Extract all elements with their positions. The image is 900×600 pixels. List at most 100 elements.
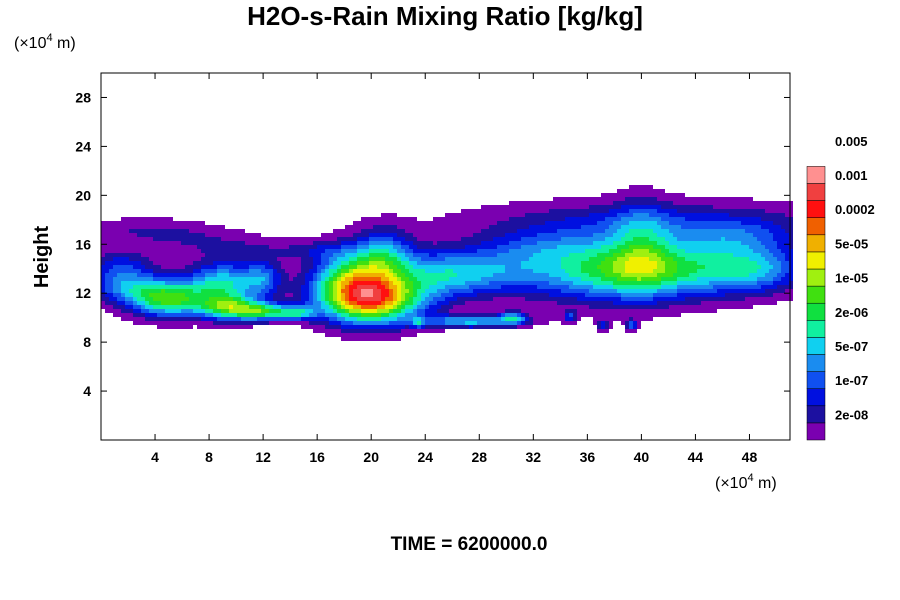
field-cell xyxy=(321,301,325,305)
field-cell xyxy=(465,301,557,305)
field-cell xyxy=(301,261,313,265)
field-cell xyxy=(325,249,341,253)
field-cell xyxy=(389,289,393,293)
field-cell xyxy=(269,261,281,265)
field-cell xyxy=(445,213,525,217)
field-cell xyxy=(341,241,357,245)
field-cell xyxy=(345,293,349,297)
field-cell xyxy=(305,309,313,313)
colorbar-label: 0.0002 xyxy=(835,202,875,217)
field-cell xyxy=(413,297,421,301)
field-cell xyxy=(409,289,413,293)
field-cell xyxy=(505,265,521,269)
field-cell xyxy=(237,289,245,293)
field-cell xyxy=(709,281,757,285)
field-cell xyxy=(413,285,421,289)
field-cell xyxy=(401,277,409,281)
field-cell xyxy=(613,281,661,285)
field-cell xyxy=(589,257,605,261)
field-cell xyxy=(309,293,313,297)
field-cell xyxy=(477,249,509,253)
field-cell xyxy=(781,225,793,229)
field-cell xyxy=(405,265,413,269)
field-cell xyxy=(589,213,617,217)
field-cell xyxy=(333,281,337,285)
field-cell xyxy=(105,293,113,297)
field-cell xyxy=(357,237,369,241)
field-cell xyxy=(125,305,133,309)
field-cell xyxy=(341,277,345,281)
field-cell xyxy=(337,289,341,293)
field-cell xyxy=(269,281,273,285)
field-cell xyxy=(601,193,685,197)
field-cell xyxy=(357,253,369,257)
y-tick-label: 4 xyxy=(83,383,91,399)
field-cell xyxy=(205,253,309,257)
field-cell xyxy=(397,265,405,269)
field-cell xyxy=(657,253,665,257)
field-cell xyxy=(353,273,385,277)
field-cell xyxy=(637,321,641,325)
field-cell xyxy=(205,281,233,285)
field-cell xyxy=(565,269,581,273)
field-cell xyxy=(337,293,341,297)
field-cell xyxy=(141,261,153,265)
field-cell xyxy=(629,229,653,233)
field-cell xyxy=(565,309,577,313)
field-cell xyxy=(341,281,349,285)
mixing-ratio-field xyxy=(101,185,793,341)
field-cell xyxy=(517,317,521,321)
field-cell xyxy=(165,289,193,293)
colorbar-label: 2e-06 xyxy=(835,305,868,320)
field-cell xyxy=(749,245,765,249)
field-cell xyxy=(613,285,661,289)
field-cell xyxy=(609,325,613,329)
field-cell xyxy=(241,317,257,321)
field-cell xyxy=(361,229,405,233)
field-cell xyxy=(613,265,625,269)
field-cell xyxy=(401,297,405,301)
field-cell xyxy=(621,297,653,301)
field-cell xyxy=(465,281,489,285)
field-cell xyxy=(149,293,185,297)
field-cell xyxy=(629,257,649,261)
field-cell xyxy=(405,313,417,317)
field-cell xyxy=(393,309,401,313)
field-cell xyxy=(145,301,149,305)
field-cell xyxy=(789,237,793,241)
field-cell xyxy=(289,273,297,277)
field-cell xyxy=(193,289,201,293)
field-cell xyxy=(333,309,337,313)
field-cell xyxy=(401,309,405,313)
field-cell xyxy=(205,313,213,317)
field-cell xyxy=(333,261,341,265)
field-cell xyxy=(501,317,505,321)
field-cell xyxy=(121,217,173,221)
field-cell xyxy=(201,249,309,253)
field-cell xyxy=(625,241,657,245)
field-cell xyxy=(417,237,461,241)
field-cell xyxy=(729,213,785,217)
field-cell xyxy=(337,317,345,321)
field-cell xyxy=(337,281,341,285)
y-tick-label: 20 xyxy=(75,187,91,203)
field-cell xyxy=(353,305,361,309)
colorbar-label: 0.001 xyxy=(835,168,868,183)
field-cell xyxy=(781,261,789,265)
field-cell xyxy=(601,261,613,265)
field-cell xyxy=(101,229,129,233)
field-cell xyxy=(385,273,393,277)
field-cell xyxy=(309,313,317,317)
field-cell xyxy=(213,313,221,317)
field-cell xyxy=(425,289,437,293)
field-cell xyxy=(605,257,617,261)
plot-frame xyxy=(100,72,791,441)
field-cell xyxy=(205,233,261,237)
field-cell xyxy=(401,301,405,305)
field-cell xyxy=(361,309,377,313)
field-cell xyxy=(113,277,153,281)
field-cell xyxy=(769,229,785,233)
field-cell xyxy=(733,253,761,257)
field-cell xyxy=(657,221,669,225)
